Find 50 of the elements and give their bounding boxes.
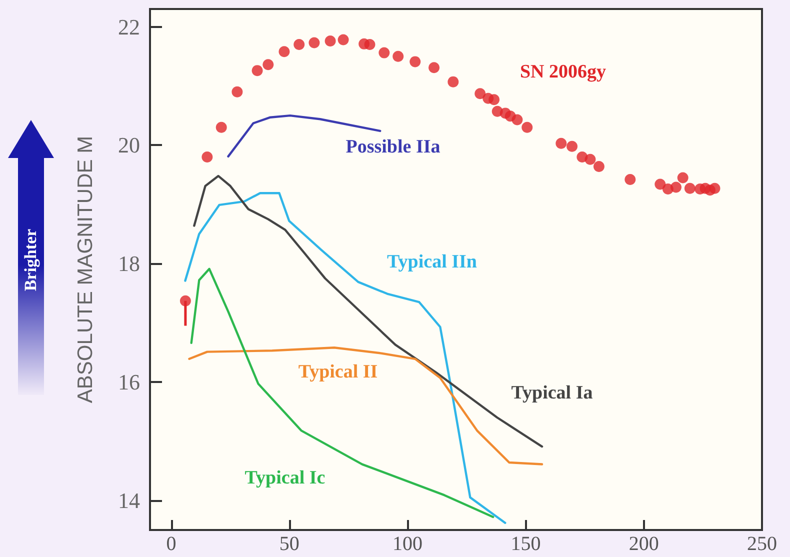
point — [324, 35, 336, 46]
y-tick-label: 20 — [118, 132, 140, 158]
y-axis-title: ABSOLUTE MAGNITUDE M — [74, 136, 97, 404]
point — [670, 182, 682, 193]
series-label: Typical Ia — [511, 382, 594, 404]
point — [278, 46, 290, 58]
series-label: Typical IIn — [387, 252, 478, 272]
line-series — [184, 192, 506, 524]
x-tick-label: 250 — [747, 533, 777, 555]
point — [216, 122, 227, 133]
point — [378, 47, 390, 58]
x-tick-label: 200 — [628, 533, 659, 555]
point — [232, 86, 243, 98]
point — [262, 59, 274, 70]
point — [180, 295, 191, 306]
point — [684, 182, 696, 194]
point — [252, 65, 263, 76]
point — [308, 37, 320, 48]
y-tick-label: 14 — [118, 488, 140, 513]
point — [624, 174, 636, 186]
point — [593, 160, 604, 172]
point — [474, 88, 486, 100]
x-tick-label: 150 — [510, 533, 541, 555]
series-label: SN 2006gy — [520, 62, 607, 82]
point — [709, 182, 720, 194]
y-tick-label: 18 — [118, 251, 140, 276]
series-label: Possible IIa — [346, 136, 441, 158]
point — [392, 50, 404, 62]
series-label: Typical II — [298, 362, 378, 382]
point — [338, 34, 349, 46]
x-tick-label: 50 — [279, 533, 300, 555]
point — [410, 56, 421, 68]
x-tick-label: 0 — [166, 533, 176, 555]
point — [512, 114, 523, 126]
point — [202, 152, 213, 163]
point — [428, 62, 440, 74]
point — [566, 140, 578, 152]
y-tick-label: 16 — [118, 369, 140, 394]
point — [488, 94, 500, 106]
point — [364, 39, 376, 50]
point — [448, 76, 459, 88]
point — [677, 172, 688, 184]
y-tick-label: 22 — [118, 14, 140, 40]
point — [556, 138, 567, 149]
point — [654, 178, 666, 190]
x-tick-label: 100 — [392, 533, 423, 555]
series-label: Typical Ic — [244, 468, 326, 488]
point — [294, 39, 305, 50]
point — [584, 154, 596, 165]
point — [522, 122, 533, 133]
